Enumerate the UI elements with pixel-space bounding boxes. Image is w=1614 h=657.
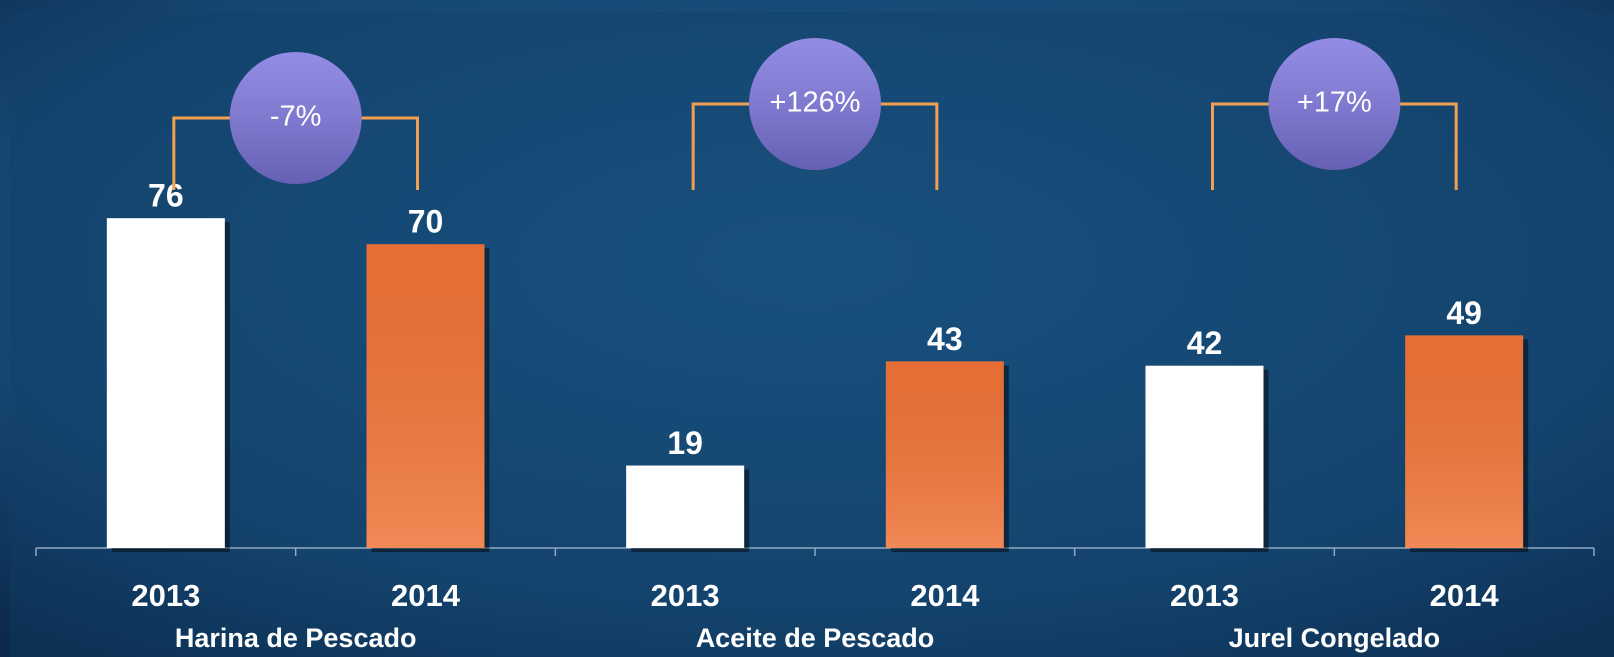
value-label: 19 bbox=[667, 425, 703, 461]
value-label: 49 bbox=[1446, 295, 1482, 331]
bar-shade bbox=[1405, 335, 1523, 548]
bar bbox=[626, 466, 744, 548]
bar bbox=[1146, 366, 1264, 548]
x-tick-label: 2014 bbox=[910, 578, 980, 613]
page: 76 2013 70 2014 19 2013 43 2014 42 2013 49 2014 Hari… bbox=[0, 0, 1614, 657]
x-tick-label: 2013 bbox=[131, 578, 200, 613]
group-label: Jurel Congelado bbox=[1229, 623, 1441, 653]
bar-shade bbox=[367, 244, 485, 548]
chart: 76 2013 70 2014 19 2013 43 2014 42 2013 49 2014 Hari… bbox=[0, 0, 1614, 657]
x-tick-label: 2013 bbox=[651, 578, 720, 613]
annotation: +126% bbox=[769, 87, 860, 119]
value-label: 42 bbox=[1187, 325, 1223, 361]
bar-shade bbox=[886, 361, 1004, 548]
value-label: 76 bbox=[148, 178, 184, 214]
annotation: +17% bbox=[1297, 87, 1372, 119]
value-label: 70 bbox=[408, 204, 444, 240]
x-tick-label: 2014 bbox=[1430, 578, 1500, 613]
x-tick-label: 2013 bbox=[1170, 578, 1239, 613]
value-label: 43 bbox=[927, 321, 963, 357]
bar bbox=[107, 218, 225, 548]
group-label: Aceite de Pescado bbox=[696, 623, 935, 653]
x-tick-label: 2014 bbox=[391, 578, 461, 613]
group-label: Harina de Pescado bbox=[175, 623, 417, 653]
annotation: -7% bbox=[270, 101, 322, 133]
